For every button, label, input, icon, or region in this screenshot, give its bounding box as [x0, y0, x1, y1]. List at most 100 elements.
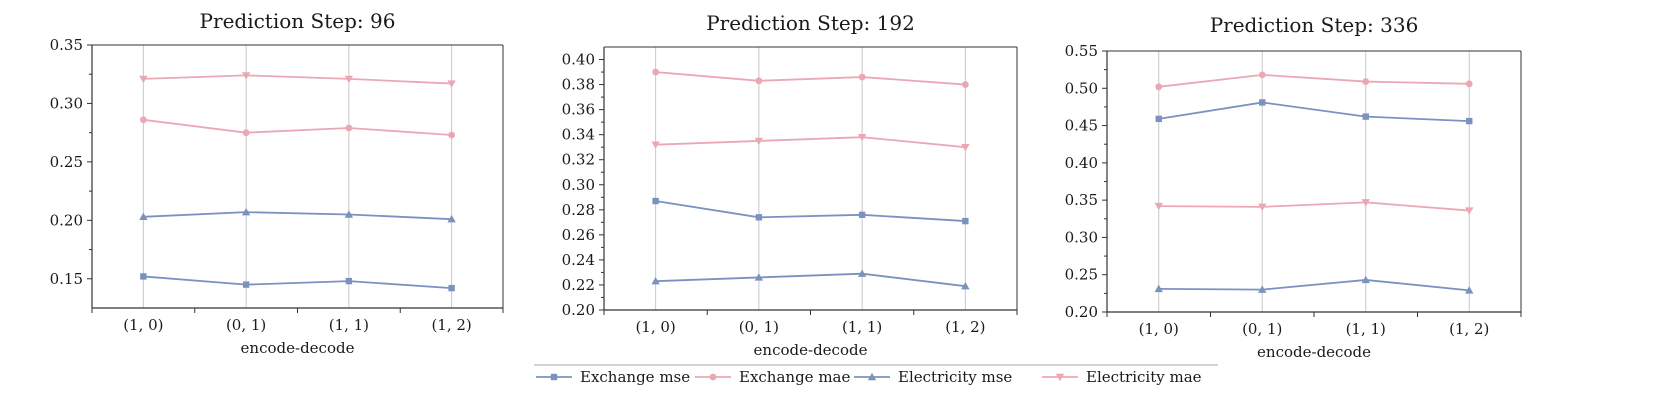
x-axis-label: encode-decode: [241, 339, 355, 357]
y-tick-label: 0.35: [50, 36, 83, 54]
series-electricity-mae: [651, 133, 970, 152]
legend-item-exchange-mae: Exchange mae: [695, 368, 850, 386]
data-point-exchange-mse: [962, 217, 969, 225]
data-point-electricity-mse: [1154, 284, 1163, 293]
series-line-electricity-mse: [1158, 279, 1470, 292]
series-line-exchange-mse: [655, 200, 966, 222]
series-exchange-mae: [652, 68, 969, 88]
data-point-exchange-mae: [448, 131, 456, 139]
chart-panels: Prediction Step: 96 0.15 0.20 0.25 0.30 0.35 (…: [50, 9, 1522, 361]
x-tick-label: (1, 0): [1139, 320, 1179, 338]
series-line-exchange-mae: [1158, 73, 1470, 88]
legend-triangle-up-marker: [867, 372, 877, 381]
data-point-exchange-mae: [139, 116, 147, 124]
data-point-electricity-mae: [754, 137, 764, 146]
y-tick-label: 0.30: [1065, 228, 1098, 246]
data-point-exchange-mae: [858, 73, 866, 81]
series-line-electricity-mse: [655, 272, 966, 288]
x-tick-label: (1, 2): [431, 316, 471, 334]
x-tick-label: (1, 2): [945, 318, 985, 336]
legend-circle-marker: [709, 373, 717, 381]
series-electricity-mse: [651, 269, 970, 290]
legend-item-exchange-mse: Exchange mse: [536, 368, 690, 386]
data-point-electricity-mse: [139, 212, 148, 221]
y-tick-label: 0.24: [562, 251, 595, 269]
y-tick-label: 0.20: [50, 211, 83, 229]
data-point-electricity-mse: [447, 214, 456, 223]
y-tick-label: 0.40: [562, 51, 595, 69]
y-tick-label: 0.25: [50, 153, 83, 171]
series-exchange-mse: [1155, 99, 1473, 125]
data-point-exchange-mse: [242, 281, 250, 288]
y-tick-label: 0.45: [1065, 117, 1098, 135]
data-point-exchange-mse: [1259, 99, 1266, 106]
x-tick-label: (1, 2): [1449, 320, 1489, 338]
data-point-electricity-mse: [1258, 285, 1267, 293]
y-tick-label: 0.20: [1065, 303, 1098, 321]
data-point-exchange-mae: [961, 81, 969, 88]
data-point-electricity-mae: [961, 143, 970, 152]
data-point-electricity-mae: [1465, 207, 1474, 215]
x-tick-label: (0, 1): [739, 318, 779, 336]
x-tick-label: (1, 1): [329, 316, 369, 334]
series-line-exchange-mae: [655, 71, 966, 86]
data-point-exchange-mse: [858, 211, 866, 219]
y-tick-label: 0.20: [562, 301, 595, 319]
y-tick-label: 0.36: [562, 101, 595, 119]
series-electricity-mse: [139, 207, 456, 223]
data-point-exchange-mse: [140, 273, 147, 280]
data-point-electricity-mse: [241, 207, 251, 216]
data-point-electricity-mae: [1361, 199, 1370, 207]
data-point-exchange-mse: [345, 277, 353, 285]
y-tick-label: 0.40: [1065, 154, 1098, 172]
series-line-exchange-mse: [143, 275, 452, 290]
x-tick-label: (1, 0): [635, 318, 675, 336]
data-point-exchange-mse: [755, 214, 763, 221]
data-point-electricity-mae: [139, 75, 148, 84]
data-point-exchange-mae: [1465, 80, 1473, 88]
chart-title: Prediction Step: 336: [1210, 13, 1419, 37]
x-axis-label: encode-decode: [754, 341, 868, 359]
x-tick-label: (1, 1): [1346, 320, 1386, 338]
y-tick-label: 0.30: [562, 176, 595, 194]
y-tick-label: 0.15: [50, 270, 83, 288]
y-tick-label: 0.34: [562, 126, 595, 144]
y-tick-label: 0.32: [562, 151, 595, 169]
chart-panel-1: Prediction Step: 96 0.15 0.20 0.25 0.30 0.35 (…: [50, 9, 504, 357]
x-tick-label: (1, 0): [123, 316, 163, 334]
series-electricity-mae: [139, 72, 456, 88]
data-point-electricity-mae: [344, 75, 354, 84]
data-point-exchange-mse: [652, 197, 659, 205]
x-axis-label: encode-decode: [1257, 343, 1371, 361]
y-tick-label: 0.35: [1065, 191, 1098, 209]
legend-triangle-down-marker: [1055, 373, 1065, 382]
data-point-exchange-mae: [242, 129, 250, 137]
data-point-electricity-mae: [1258, 203, 1267, 212]
data-point-exchange-mae: [755, 77, 763, 85]
series-line-exchange-mse: [1158, 101, 1470, 122]
legend-label: Electricity mae: [1086, 368, 1202, 386]
data-point-exchange-mse: [448, 284, 455, 292]
data-point-electricity-mse: [754, 273, 764, 281]
y-tick-label: 0.28: [562, 201, 595, 219]
y-tick-label: 0.55: [1065, 42, 1098, 60]
data-point-exchange-mae: [345, 124, 353, 132]
legend-item-electricity-mse: Electricity mse: [854, 368, 1012, 386]
data-point-exchange-mae: [652, 68, 660, 76]
data-point-electricity-mae: [447, 80, 456, 88]
series-line-electricity-mse: [143, 211, 452, 221]
series-electricity-mae: [1154, 199, 1474, 215]
data-point-electricity-mae: [651, 141, 660, 149]
data-point-exchange-mse: [1466, 117, 1473, 125]
series-exchange-mse: [140, 273, 455, 292]
x-tick-label: (1, 1): [842, 318, 882, 336]
legend-label: Electricity mse: [898, 368, 1012, 386]
series-line-electricity-mae: [1158, 201, 1470, 212]
series-line-electricity-mae: [143, 74, 452, 85]
data-point-exchange-mse: [1362, 113, 1369, 120]
series-exchange-mse: [652, 197, 969, 225]
legend-label: Exchange mse: [580, 368, 690, 386]
series-exchange-mae: [1155, 71, 1473, 91]
y-tick-label: 0.38: [562, 76, 595, 94]
